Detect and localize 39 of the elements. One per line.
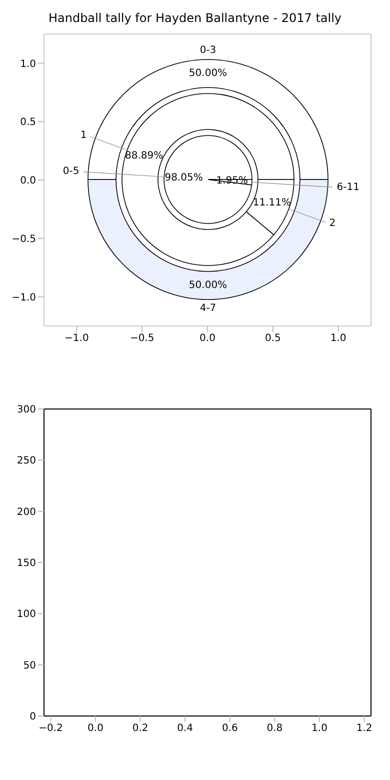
x-tick-label: −0.2 [38,723,63,734]
y-tick-label: 0.5 [20,117,36,128]
slice-label: 2 [329,218,336,230]
y-tick-label: 100 [16,609,36,620]
x-tick-label: 0.8 [266,723,283,734]
data-label: 98.05% [164,172,203,184]
x-tick-label: 1.2 [356,723,372,734]
slice-label: 0-5 [62,166,80,178]
data-label: 88.89% [125,150,164,162]
y-tick-label: 1.0 [20,58,36,70]
donut-slice [122,93,294,266]
x-tick-label: 0.5 [264,333,281,344]
y-tick-label: 0.0 [20,176,36,187]
y-tick-label: 0 [30,712,36,723]
chart-title: Handball tally for Hayden Ballantyne - 2017 tally [47,10,343,27]
data-label: 11.11% [252,197,291,208]
y-tick-label: −1.0 [12,292,36,304]
x-tick-label: 0.0 [88,723,104,734]
x-tick-label: −0.5 [130,333,154,344]
x-tick-label: 0.2 [132,723,148,734]
slice-label: 1 [80,130,87,141]
y-tick-label: 300 [16,404,36,416]
x-tick-label: 0.6 [222,723,238,734]
x-tick-label: 1.0 [312,723,328,734]
y-tick-label: −0.5 [12,234,36,245]
data-label: 50.00% [188,68,228,79]
pie-slice [164,135,252,224]
y-tick-label: 150 [16,558,36,570]
x-tick-label: 0.4 [177,723,194,734]
x-tick-label: 0.0 [200,333,216,344]
x-tick-label: 1.0 [330,333,346,344]
y-tick-label: 200 [16,506,36,518]
slice-label: 4-7 [200,303,216,314]
slice-label: 0-3 [200,45,216,56]
slice-label: 6-11 [336,182,360,193]
y-tick-label: 250 [16,456,36,467]
y-tick-label: 50 [23,660,36,672]
data-label: 50.00% [188,280,228,291]
x-tick-label: −1.0 [64,333,89,344]
